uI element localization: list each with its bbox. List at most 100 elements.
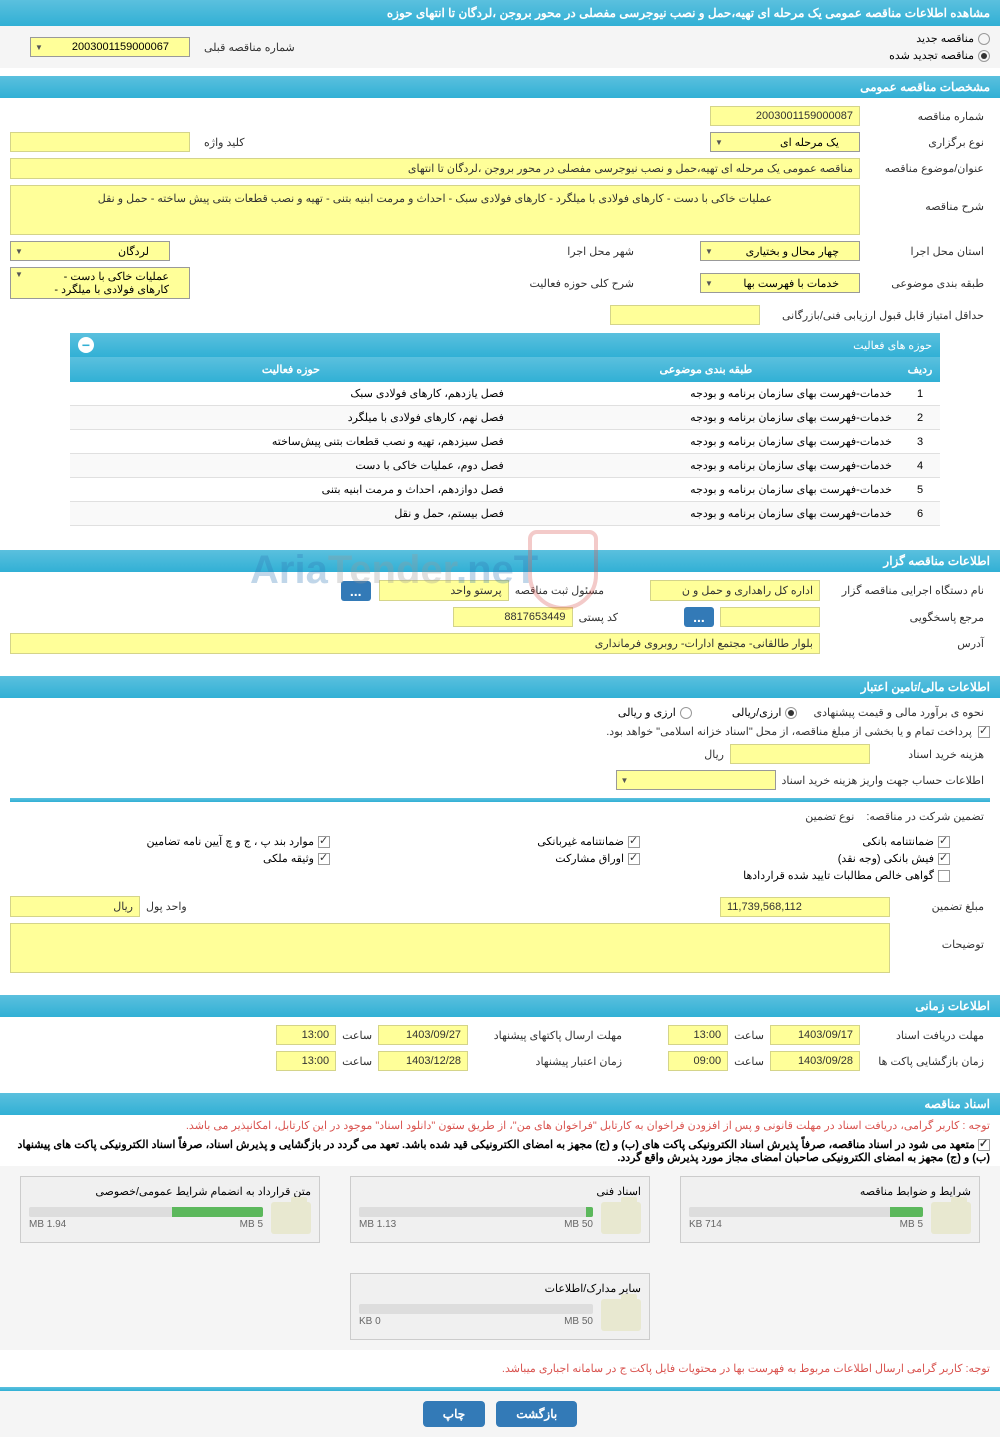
cell-category: خدمات-فهرست بهای سازمان برنامه و بودجه	[512, 454, 900, 478]
footer-buttons: بازگشت چاپ	[0, 1391, 1000, 1437]
file-title: شرایط و ضوابط مناقصه	[689, 1185, 971, 1198]
respond-field[interactable]	[720, 607, 820, 627]
file-max: 50 MB	[564, 1219, 593, 1230]
g-nonbank[interactable]: ضمانتنامه غیربانکی	[360, 835, 640, 848]
category-select[interactable]: خدمات با فهرست بها	[700, 273, 860, 293]
type-label: نوع برگزاری	[860, 136, 990, 149]
guarantee-options: ضمانتنامه بانکی ضمانتنامه غیربانکی موارد…	[10, 829, 990, 888]
checkbox-icon	[318, 836, 330, 848]
file-max: 5 MB	[900, 1219, 923, 1230]
receive-time: 13:00	[668, 1025, 728, 1045]
commit-checkbox[interactable]	[978, 1139, 990, 1151]
treasury-checkbox[interactable]	[978, 726, 990, 738]
validity-date: 1403/12/28	[378, 1051, 468, 1071]
keyword-field[interactable]	[10, 132, 190, 152]
activities-table-wrap: حوزه های فعالیت − ردیف طبقه بندی موضوعی …	[70, 333, 940, 526]
time-word: ساعت	[336, 1055, 378, 1068]
cost-unit: ریال	[698, 748, 730, 761]
section-timing: اطلاعات زمانی	[0, 995, 1000, 1017]
section-documents: اسناد مناقصه	[0, 1093, 1000, 1115]
file-max: 5 MB	[240, 1219, 263, 1230]
type-select[interactable]: یک مرحله ای	[710, 132, 860, 152]
desc-label: شرح مناقصه	[860, 185, 990, 213]
address-field[interactable]: بلوار طالقانی- مجتمع ادارات- روبروی فرما…	[10, 633, 820, 654]
table-row: 2خدمات-فهرست بهای سازمان برنامه و بودجهف…	[70, 406, 940, 430]
folder-icon[interactable]	[601, 1299, 641, 1331]
page-title: مشاهده اطلاعات مناقصه عمومی یک مرحله ای …	[387, 6, 990, 20]
dots-button[interactable]: ...	[341, 581, 371, 601]
radio-icon	[785, 707, 797, 719]
g-bylaw[interactable]: موارد بند پ ، ج و چ آیین نامه تضامین	[50, 835, 330, 848]
file-max: 50 MB	[564, 1316, 593, 1327]
treasury-note: پرداخت تمام و یا بخشی از مبلغ مناقصه، از…	[600, 725, 978, 738]
file-progress	[359, 1304, 593, 1314]
cell-activity: فصل یازدهم، کارهای فولادی سبک	[70, 382, 512, 406]
table-title: حوزه های فعالیت	[853, 339, 932, 352]
folder-icon[interactable]	[601, 1202, 641, 1234]
scope-label: شرح کلی حوزه فعالیت	[523, 277, 640, 290]
postal-field: 8817653449	[453, 607, 573, 627]
checkbox-icon	[938, 870, 950, 882]
file-box: متن قرارداد به انضمام شرایط عمومی/خصوصی 5…	[20, 1176, 320, 1243]
minscore-label: حداقل امتیاز قابل قبول ارزیابی فنی/بازرگ…	[760, 309, 990, 322]
amount-label: مبلغ تضمین	[890, 900, 990, 913]
checkbox-icon	[628, 853, 640, 865]
financial-content: نحوه ی برآورد مالی و قیمت پیشنهادی ارزی/…	[0, 698, 1000, 987]
col-activity: حوزه فعالیت	[70, 357, 512, 382]
radio-renewed-label: مناقصه تجدید شده	[889, 49, 974, 62]
file-title: اسناد فنی	[359, 1185, 641, 1198]
minscore-field[interactable]	[610, 305, 760, 325]
notes-label: توضیحات	[890, 923, 990, 951]
notes-field[interactable]	[10, 923, 890, 973]
section-organizer: اطلاعات مناقصه گزار	[0, 550, 1000, 572]
prev-number-value: 2003001159000067	[72, 41, 169, 53]
subject-field[interactable]: مناقصه عمومی یک مرحله ای تهیه،حمل و نصب …	[10, 158, 860, 179]
cost-field[interactable]	[730, 744, 870, 764]
cell-num: 4	[900, 454, 940, 478]
register-field: پرستو واحد	[379, 580, 509, 601]
folder-icon[interactable]	[271, 1202, 311, 1234]
activities-table: ردیف طبقه بندی موضوعی حوزه فعالیت 1خدمات…	[70, 357, 940, 526]
scope-select[interactable]: عملیات خاکی با دست - کارهای فولادی با می…	[10, 267, 190, 299]
checkbox-icon	[938, 853, 950, 865]
unit-field: ریال	[10, 896, 140, 917]
collapse-icon[interactable]: −	[78, 337, 94, 353]
organizer-content: نام دستگاه اجرایی مناقصه گزار اداره کل ر…	[0, 572, 1000, 668]
number-label: شماره مناقصه	[860, 110, 990, 123]
checkbox-icon	[318, 853, 330, 865]
radio-rial[interactable]: ارزی/ریالی	[732, 706, 798, 719]
file-size: 714 KB	[689, 1219, 722, 1230]
cell-num: 1	[900, 382, 940, 406]
cost-label: هزینه خرید اسناد	[870, 748, 990, 761]
g-receivables[interactable]: گواهی خالص مطالبات تایید شده قراردادها	[670, 869, 950, 882]
dots-button-2[interactable]: ...	[684, 607, 714, 627]
radio-currency[interactable]: ارزی و ریالی	[618, 706, 692, 719]
file-title: متن قرارداد به انضمام شرایط عمومی/خصوصی	[29, 1185, 311, 1198]
cell-category: خدمات-فهرست بهای سازمان برنامه و بودجه	[512, 406, 900, 430]
guarantee-type-label: نوع تضمین	[799, 810, 860, 823]
receive-date: 1403/09/17	[770, 1025, 860, 1045]
respond-label: مرجع پاسخگویی	[820, 611, 990, 624]
account-select[interactable]	[616, 770, 776, 790]
checkbox-icon	[628, 836, 640, 848]
g-property[interactable]: وثیقه ملکی	[50, 852, 330, 865]
validity-time: 13:00	[276, 1051, 336, 1071]
cell-num: 5	[900, 478, 940, 502]
folder-icon[interactable]	[931, 1202, 971, 1234]
file-size: 1.94 MB	[29, 1219, 66, 1230]
city-select[interactable]: لردگان	[10, 241, 170, 261]
desc-field[interactable]: عملیات خاکی با دست - کارهای فولادی با می…	[10, 185, 860, 235]
cell-activity: فصل سیزدهم، تهیه و نصب قطعات بتنی پیش‌سا…	[70, 430, 512, 454]
g-cash[interactable]: فیش بانکی (وجه نقد)	[670, 852, 950, 865]
prev-number-select[interactable]: 2003001159000067	[30, 37, 190, 57]
g-bonds[interactable]: اوراق مشارکت	[360, 852, 640, 865]
back-button[interactable]: بازگشت	[496, 1401, 577, 1427]
province-select[interactable]: چهار محال و بختیاری	[700, 241, 860, 261]
print-button[interactable]: چاپ	[423, 1401, 485, 1427]
cell-activity: فصل دوازدهم، احداث و مرمت ابنیه بتنی	[70, 478, 512, 502]
file-title: سایر مدارک/اطلاعات	[359, 1282, 641, 1295]
unit-label: واحد پول	[140, 900, 193, 913]
g-bank[interactable]: ضمانتنامه بانکی	[670, 835, 950, 848]
radio-new-tender[interactable]: مناقصه جدید	[889, 32, 990, 45]
radio-renewed-tender[interactable]: مناقصه تجدید شده	[889, 49, 990, 62]
